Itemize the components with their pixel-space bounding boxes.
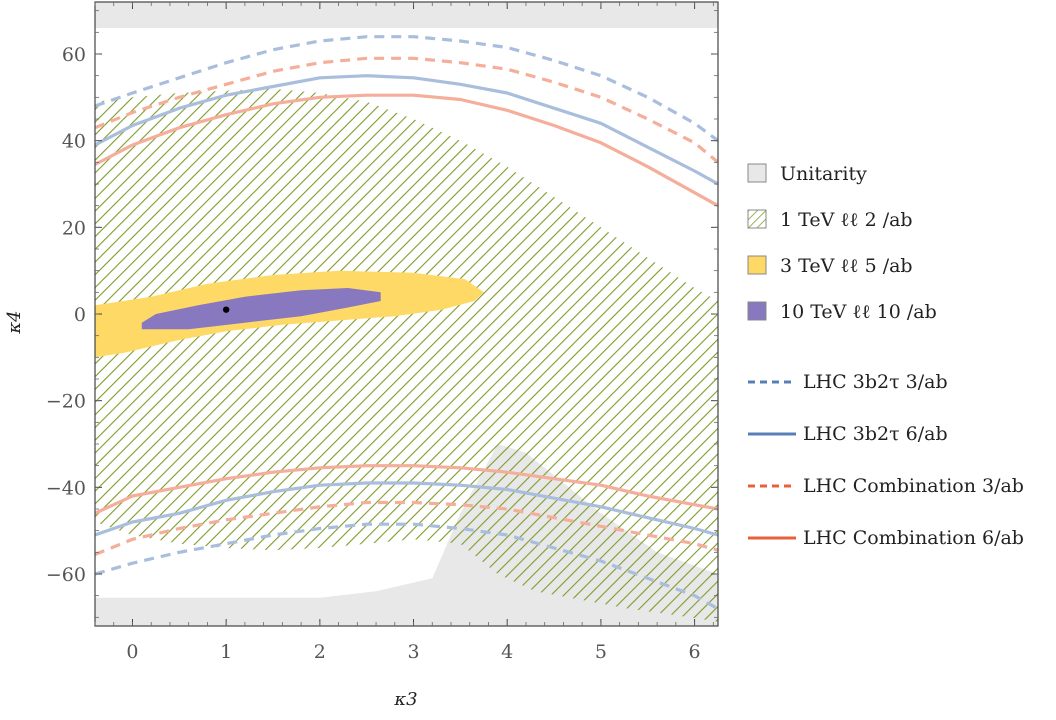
x-tick-label: 1 (220, 641, 232, 663)
legend-label: 1 TeV ℓℓ 2 /ab (780, 209, 913, 231)
lhc-combination-6-ab-upper-line (95, 93, 718, 208)
y-tick-label: −40 (46, 477, 86, 499)
axes: 0 1 2 3 4 5 6 −60 −40 −20 0 20 40 60 (46, 2, 718, 663)
y-tick-label: 40 (62, 131, 86, 153)
x-tick-label: 5 (595, 641, 607, 663)
lhc-combination-6-ab-lower-line (95, 464, 718, 515)
y-tick-label: 20 (62, 217, 86, 239)
lhc-3b2-3-ab-upper-line (95, 35, 718, 142)
legend-item-lhc-combination-3-ab: LHC Combination 3/ab (748, 475, 1024, 497)
y-tick-label: −20 (46, 391, 86, 413)
legend-label: 3 TeV ℓℓ 5 /ab (780, 255, 913, 277)
legend-swatch (747, 301, 767, 321)
1-tev-2-ab-region (95, 88, 718, 622)
y-tick-label: 60 (62, 44, 86, 66)
legend-label: LHC Combination 6/ab (803, 527, 1024, 549)
x-tick-label: 0 (126, 641, 138, 663)
legend-item-10-tev-10-ab: 10 TeV ℓℓ 10 /ab (747, 301, 937, 323)
plot-regions (95, 2, 718, 626)
lhc-3b2-3-ab-lower-line (95, 522, 718, 611)
legend-label: Unitarity (780, 163, 867, 185)
legend-item-3-tev-5-ab: 3 TeV ℓℓ 5 /ab (747, 255, 913, 277)
lhc-3b2-6-ab-lower-line (95, 481, 718, 537)
legend-swatch (747, 163, 767, 183)
x-tick-label: 2 (314, 641, 326, 663)
legend-label: 10 TeV ℓℓ 10 /ab (780, 301, 937, 323)
y-tick-label: 0 (74, 304, 86, 326)
legend-item-lhc-3b2-6-ab: LHC 3b2τ 6/ab (748, 423, 948, 445)
plot-marker (222, 306, 230, 313)
legend-label: LHC 3b2τ 6/ab (803, 423, 948, 445)
best-fit-point (222, 306, 230, 313)
legend-label: LHC Combination 3/ab (803, 475, 1024, 497)
legend-swatch (747, 255, 767, 275)
x-tick-label: 3 (407, 641, 419, 663)
x-tick-label: 4 (501, 641, 513, 663)
lhc-3b2-6-ab-upper-line (95, 74, 718, 186)
legend-item-unitarity: Unitarity (747, 163, 867, 185)
legend-swatch (747, 209, 767, 229)
10-tev-10-ab-region (141, 288, 381, 330)
unitarity-top-region (95, 2, 718, 28)
legend-item-lhc-combination-6-ab: LHC Combination 6/ab (748, 527, 1024, 549)
legend: Unitarity 1 TeV ℓℓ 2 /ab 3 TeV ℓℓ 5 /ab 10 … (747, 163, 1024, 549)
plot-series (95, 35, 718, 611)
lhc-combination-3-ab-lower-line (95, 500, 718, 556)
legend-item-lhc-3b2-3-ab: LHC 3b2τ 3/ab (748, 371, 948, 393)
x-tick-label: 6 (689, 641, 701, 663)
legend-label: LHC 3b2τ 3/ab (803, 371, 948, 393)
y-axis-label: κ4 (4, 310, 25, 334)
lhc-combination-3-ab-upper-line (95, 56, 718, 164)
y-tick-label: −60 (46, 564, 86, 586)
x-axis-label: κ3 (393, 689, 417, 710)
legend-item-1-tev-2-ab: 1 TeV ℓℓ 2 /ab (747, 209, 913, 231)
